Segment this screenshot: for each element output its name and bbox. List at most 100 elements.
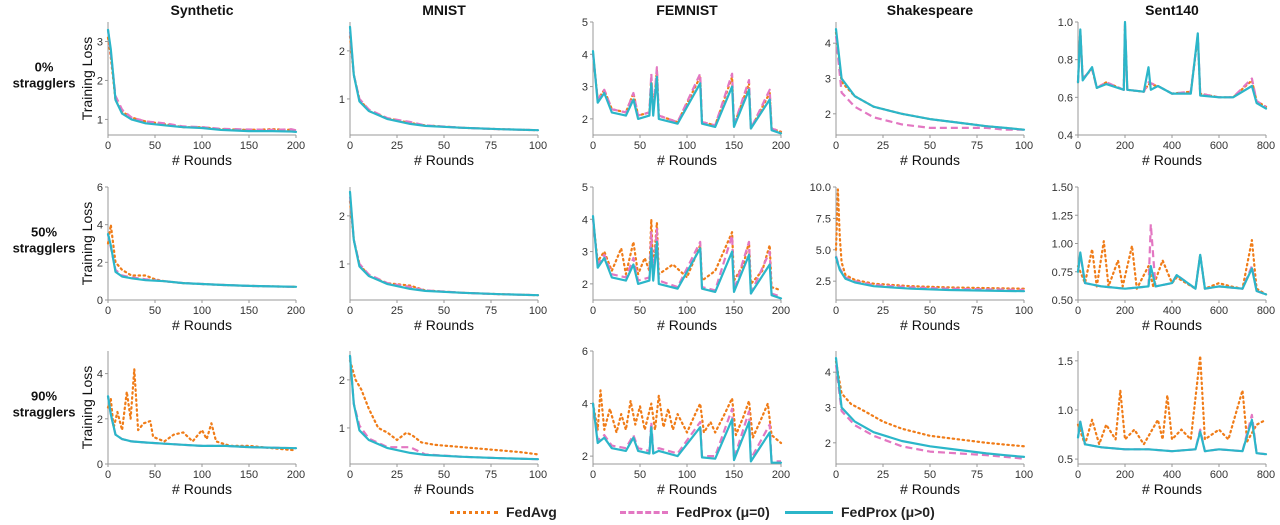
- y-tick-label: 3: [582, 247, 588, 259]
- x-axis-label: # Rounds: [657, 481, 717, 497]
- series-line-fedavg: [348, 359, 540, 456]
- y-tick-label: 2: [339, 375, 345, 387]
- y-tick-label: 0.6: [1058, 92, 1073, 104]
- x-tick-label: 200: [772, 140, 790, 152]
- series-line-fedavg: [106, 368, 298, 452]
- subplot: 0 50 100 150 200 2 3 4 5 # Rounds: [582, 182, 790, 333]
- legend-item-fedprox-mu0: FedProx (μ=0): [620, 502, 770, 522]
- series-line-fedprox-mupos: [1076, 418, 1268, 456]
- x-tick-label: 800: [1257, 469, 1275, 481]
- y-tick-label: 1.50: [1052, 182, 1073, 194]
- y-tick-label: 2: [97, 75, 103, 87]
- x-tick-label: 150: [725, 469, 743, 481]
- x-axis-label: # Rounds: [1142, 317, 1202, 333]
- x-tick-label: 50: [438, 469, 450, 481]
- x-tick-label: 0: [1075, 140, 1081, 152]
- series-line-fedprox-mupos: [348, 190, 540, 297]
- y-axis-label: Training Loss: [79, 202, 95, 286]
- x-tick-label: 150: [240, 469, 258, 481]
- legend-label-fedavg: FedAvg: [506, 504, 557, 520]
- x-tick-label: 0: [833, 305, 839, 317]
- x-tick-label: 50: [634, 140, 646, 152]
- x-tick-label: 50: [634, 305, 646, 317]
- x-tick-label: 100: [1015, 469, 1033, 481]
- y-tick-label: 4: [582, 214, 588, 226]
- y-tick-label: 2: [582, 451, 588, 463]
- x-tick-label: 0: [347, 305, 353, 317]
- x-tick-label: 0: [105, 469, 111, 481]
- subplot: 0 50 100 150 200 0 2 4 6 # Rounds Training Loss: [79, 182, 305, 333]
- subplot: 0 25 50 75 100 1 2 # Rounds: [339, 22, 547, 168]
- x-axis-label: # Rounds: [900, 317, 960, 333]
- legend-label-fedprox-mu0: FedProx (μ=0): [676, 504, 770, 520]
- x-tick-label: 0: [1075, 469, 1081, 481]
- series-line-fedavg: [834, 188, 1026, 290]
- series-line-fedprox-mupos: [106, 233, 298, 288]
- legend-item-fedavg: FedAvg: [450, 502, 557, 522]
- x-tick-label: 200: [772, 305, 790, 317]
- legend-item-fedprox-mupos: FedProx (μ>0): [785, 502, 935, 522]
- y-tick-label: 0: [97, 295, 103, 307]
- row-label: 0%: [35, 60, 54, 75]
- legend-swatch-fedavg: [450, 510, 498, 514]
- series-line-fedavg: [591, 389, 783, 445]
- x-tick-label: 50: [438, 140, 450, 152]
- x-tick-label: 150: [240, 305, 258, 317]
- x-tick-label: 100: [193, 305, 211, 317]
- x-tick-label: 100: [529, 305, 547, 317]
- x-tick-label: 25: [877, 469, 889, 481]
- y-tick-label: 1: [97, 114, 103, 126]
- y-tick-label: 2: [582, 114, 588, 126]
- x-tick-label: 0: [105, 305, 111, 317]
- column-title: MNIST: [422, 2, 466, 18]
- x-tick-label: 200: [1116, 305, 1134, 317]
- legend-swatch-fedprox-mupos: [785, 510, 833, 514]
- x-tick-label: 100: [1015, 140, 1033, 152]
- x-tick-label: 50: [149, 140, 161, 152]
- y-tick-label: 2: [825, 109, 831, 121]
- x-tick-label: 75: [485, 469, 497, 481]
- x-tick-label: 100: [678, 140, 696, 152]
- x-tick-label: 150: [725, 140, 743, 152]
- x-tick-label: 150: [240, 140, 258, 152]
- subplot: 0 200 400 600 800 0.5 1.0 1.5 # Rounds: [1058, 351, 1275, 497]
- y-tick-label: 0.75: [1052, 267, 1073, 279]
- row-label: 50%: [31, 225, 57, 240]
- series-line-fedprox-mupos: [834, 357, 1026, 458]
- x-tick-label: 50: [149, 469, 161, 481]
- series-line-fedprox-mu0: [591, 54, 782, 133]
- row-label: stragglers: [13, 241, 76, 256]
- y-tick-label: 2: [97, 257, 103, 269]
- y-tick-label: 2: [339, 211, 345, 223]
- x-tick-label: 25: [877, 305, 889, 317]
- x-tick-label: 100: [678, 469, 696, 481]
- y-tick-label: 1.5: [1058, 356, 1073, 368]
- y-tick-label: 2.5: [816, 276, 831, 288]
- series-line-fedprox-mu0: [591, 219, 782, 298]
- chart-grid: Synthetic MNIST FEMNIST Shakespeare Sent1400…: [13, 2, 1276, 497]
- subplot: 0 25 50 75 100 1 2 # Rounds: [339, 351, 547, 497]
- subplot: 0 200 400 600 800 0.50 0.75 1.00 1.25 1.50 # Round…: [1052, 182, 1276, 333]
- x-tick-label: 400: [1163, 305, 1181, 317]
- x-axis-label: # Rounds: [172, 317, 232, 333]
- y-tick-label: 4: [97, 220, 103, 232]
- subplot: 0 25 50 75 100 2 3 4 # Rounds: [825, 22, 1033, 168]
- y-tick-label: 5: [582, 17, 588, 29]
- series-line-fedprox-mu0: [106, 29, 297, 132]
- x-tick-label: 75: [971, 469, 983, 481]
- x-tick-label: 25: [391, 305, 403, 317]
- y-tick-label: 3: [825, 74, 831, 86]
- row-label: 90%: [31, 389, 57, 404]
- x-tick-label: 25: [391, 469, 403, 481]
- series-line-fedavg: [591, 218, 783, 292]
- x-tick-label: 100: [529, 469, 547, 481]
- x-axis-label: # Rounds: [414, 317, 474, 333]
- y-axis-label: Training Loss: [79, 37, 95, 121]
- x-tick-label: 100: [529, 140, 547, 152]
- y-tick-label: 2: [582, 279, 588, 291]
- series-line-fedprox-mupos: [834, 256, 1026, 293]
- x-tick-label: 25: [877, 140, 889, 152]
- x-tick-label: 600: [1210, 140, 1228, 152]
- x-tick-label: 50: [924, 469, 936, 481]
- x-tick-label: 100: [193, 469, 211, 481]
